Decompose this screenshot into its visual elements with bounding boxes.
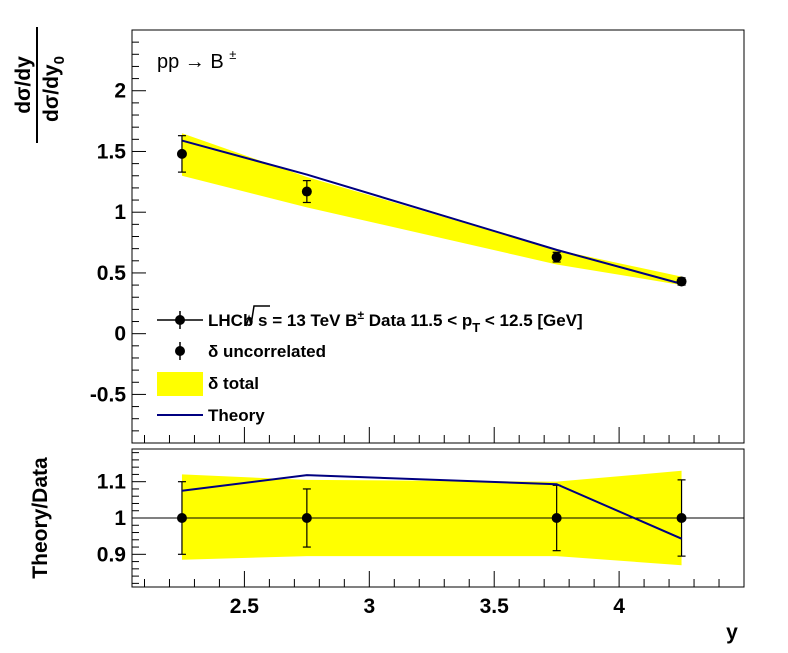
theory-line <box>181 139 682 285</box>
main-y-axis-title: dσ/dy dσ/dy0 <box>12 27 68 143</box>
legend-total-swatch <box>157 372 203 396</box>
y-tick-label: 1 <box>114 507 126 530</box>
y-tick-label: -0.5 <box>90 383 127 406</box>
legend: LHCb s = 13 TeV B± Data 11.5 < pT < 12.5… <box>157 305 583 425</box>
ratio-x-axis: 2.5 3 3.5 4 <box>143 571 745 618</box>
x-axis-title: y <box>726 621 738 644</box>
ratio-points <box>176 479 687 557</box>
x-tick-label: 2.5 <box>230 595 260 618</box>
legend-total-label: δ total <box>208 374 259 393</box>
data-point <box>676 276 687 287</box>
data-point <box>551 252 562 263</box>
y-tick-label: 1 <box>114 201 126 224</box>
data-point <box>176 148 187 159</box>
y-tick-label: 2 <box>114 80 126 103</box>
sqrt-symbol <box>245 305 270 327</box>
y-tick-label: 1.5 <box>97 140 127 163</box>
main-panel: -0.5 0 0.5 1 1.5 2 pp → B ± dσ/dy dσ/dy0 LHCb… <box>12 27 745 444</box>
ratio-point <box>676 513 687 523</box>
legend-data-marker <box>175 315 185 325</box>
y-tick-label: 0 <box>114 323 126 346</box>
theory-curve <box>181 139 682 285</box>
ratio-theory-curve <box>181 474 682 540</box>
legend-entry-uncorrelated: δ uncorrelated <box>175 342 326 361</box>
process-label: pp → B ± <box>157 47 236 73</box>
legend-entry-theory: Theory <box>157 406 265 425</box>
x-tick-label: 4 <box>613 595 625 618</box>
ratio-point <box>301 513 312 523</box>
ratio-y-axis: 0.9 1 1.1 <box>97 452 146 584</box>
data-point <box>301 186 312 197</box>
ratio-panel: 0.9 1 1.1 2.5 3 3.5 4 Theory/Data y <box>29 448 745 644</box>
ratio-theory-line <box>181 474 682 540</box>
y-tick-label: 0.9 <box>97 543 126 566</box>
ratio-point <box>176 513 187 523</box>
legend-data-label: LHCb s = 13 TeV B± Data 11.5 < pT < 12.5… <box>208 308 583 335</box>
y-title-numerator: dσ/dy <box>12 56 35 114</box>
ratio-y-title: Theory/Data <box>29 457 52 579</box>
x-tick-label: 3.5 <box>480 595 510 618</box>
x-tick-label: 3 <box>363 595 375 618</box>
legend-uncorr-label: δ uncorrelated <box>208 342 326 361</box>
y-tick-label: 1.1 <box>97 471 127 494</box>
legend-entry-total: δ total <box>157 372 259 396</box>
main-y-axis: -0.5 0 0.5 1 1.5 2 <box>90 29 146 444</box>
y-tick-label: 0.5 <box>97 262 127 285</box>
legend-uncorr-marker <box>175 346 185 356</box>
total-band-area <box>181 133 682 286</box>
data-points <box>176 135 687 287</box>
total-uncertainty-band <box>181 133 682 286</box>
legend-entry-data: LHCb s = 13 TeV B± Data 11.5 < pT < 12.5… <box>157 305 583 335</box>
ratio-point <box>551 513 562 523</box>
main-x-axis-ticks <box>143 427 745 443</box>
legend-theory-label: Theory <box>208 406 265 425</box>
y-title-denominator: dσ/dy0 <box>40 56 68 122</box>
